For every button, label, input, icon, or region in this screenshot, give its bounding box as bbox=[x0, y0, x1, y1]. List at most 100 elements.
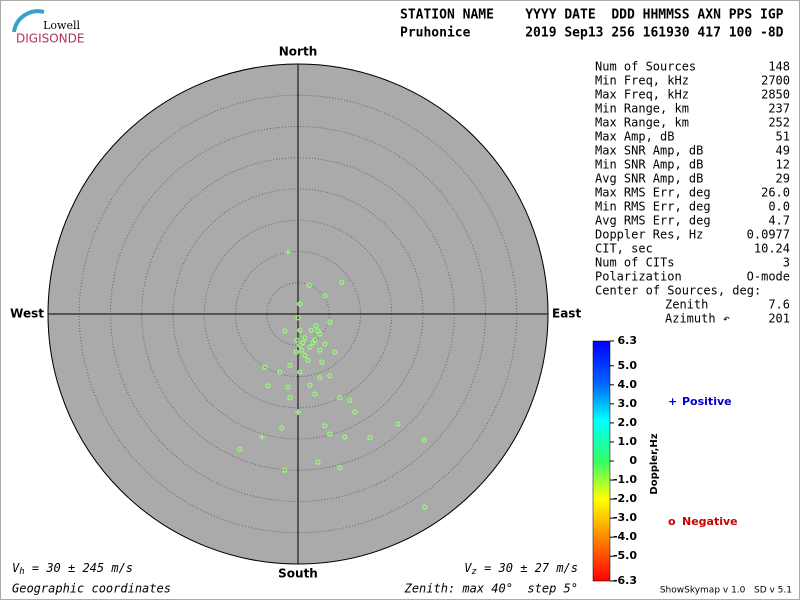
stat-label: Max Amp, dB bbox=[595, 130, 674, 144]
source-negative bbox=[327, 373, 333, 379]
source-negative bbox=[342, 434, 348, 440]
stat-label: Max SNR Amp, dB bbox=[595, 144, 703, 158]
direction-label: West bbox=[10, 307, 44, 321]
source-negative bbox=[305, 357, 311, 363]
colorbar-tick-label: -6.3 bbox=[613, 574, 637, 587]
colorbar-tick-label: 1.0 bbox=[618, 435, 638, 448]
source-negative bbox=[294, 337, 300, 343]
source-negative bbox=[315, 459, 321, 465]
colorbar-label: Doppler,Hz bbox=[649, 433, 660, 494]
source-negative bbox=[422, 504, 428, 510]
stat-label: CIT, sec bbox=[595, 242, 653, 256]
stat-label: Zenith bbox=[665, 298, 708, 312]
colorbar-tick-label: -5.0 bbox=[613, 549, 637, 562]
source-negative bbox=[277, 369, 283, 375]
source-negative bbox=[315, 328, 321, 334]
source-negative bbox=[313, 323, 319, 329]
source-negative bbox=[302, 335, 308, 341]
colorbar-tick-label: 3.0 bbox=[618, 397, 638, 410]
stat-label: Max Freq, kHz bbox=[595, 88, 689, 102]
source-negative bbox=[297, 369, 303, 375]
logo-bottom: DIGISONDE bbox=[16, 32, 84, 46]
source-negative bbox=[337, 465, 343, 471]
colorbar-tick-label: 5.0 bbox=[618, 359, 638, 372]
stat-value: 0.0 bbox=[768, 200, 790, 214]
source-negative bbox=[395, 421, 401, 427]
stat-label: Doppler Res, Hz bbox=[595, 228, 703, 242]
vz-text: Vz = 30 ± 27 m/s bbox=[464, 561, 578, 577]
legend-name: Negative bbox=[682, 515, 738, 528]
stat-value: O-mode bbox=[747, 270, 790, 284]
stat-value: 7.6 bbox=[768, 298, 790, 312]
source-negative bbox=[317, 347, 323, 353]
source-negative bbox=[319, 359, 325, 365]
legend-name: Positive bbox=[682, 395, 732, 408]
vh-text: Vh = 30 ± 245 m/s bbox=[12, 561, 133, 577]
source-negative bbox=[322, 423, 328, 429]
colorbar-tick-label: 2.0 bbox=[618, 416, 638, 429]
colorbar-tick-label: 0 bbox=[629, 454, 637, 467]
vz-rest: = 30 ± 27 m/s bbox=[477, 561, 578, 575]
source-negative bbox=[317, 375, 323, 381]
source-negative bbox=[308, 327, 314, 333]
source-negative bbox=[307, 344, 313, 350]
stat-value: 3 bbox=[783, 256, 790, 270]
source-negative bbox=[339, 279, 345, 285]
stat-value: 10.24 bbox=[754, 242, 790, 256]
logo-top: Lowell bbox=[43, 19, 80, 32]
stat-value: 51 bbox=[776, 130, 790, 144]
vh-sub: h bbox=[19, 567, 24, 577]
direction-label: South bbox=[278, 567, 318, 581]
stat-label: Max Range, km bbox=[595, 116, 689, 130]
source-negative bbox=[297, 301, 303, 307]
source-negative bbox=[312, 391, 318, 397]
colorbar-tick-label: -4.0 bbox=[613, 530, 637, 543]
source-negative bbox=[293, 349, 299, 355]
source-negative bbox=[332, 349, 338, 355]
source-negative bbox=[285, 384, 291, 390]
source-negative bbox=[297, 342, 303, 348]
vz-main: V bbox=[464, 561, 472, 575]
stat-label: Azimuth ↶ bbox=[665, 312, 730, 326]
header-line: Pruhonice 2019 Sep13 256 161930 417 100 … bbox=[400, 26, 784, 41]
source-negative bbox=[262, 364, 268, 370]
source-negative bbox=[306, 282, 312, 288]
source-positive bbox=[258, 434, 265, 441]
stat-label: Center of Sources, deg: bbox=[595, 284, 761, 298]
vz-sub: z bbox=[471, 567, 476, 577]
source-negative bbox=[297, 327, 303, 333]
zenith-text: Zenith: max 40° step 5° bbox=[404, 582, 578, 596]
source-negative bbox=[347, 397, 353, 403]
stat-label: Avg SNR Amp, dB bbox=[595, 172, 703, 186]
stat-value: 26.0 bbox=[761, 186, 790, 200]
direction-label: East bbox=[552, 307, 581, 321]
stat-value: 0.0977 bbox=[747, 228, 790, 242]
stat-label: Num of Sources bbox=[595, 60, 696, 74]
source-negative bbox=[322, 341, 328, 347]
source-negative bbox=[282, 328, 288, 334]
source-positive bbox=[285, 249, 291, 256]
stat-value: 49 bbox=[776, 144, 790, 158]
source-negative bbox=[265, 383, 271, 389]
stat-value: 252 bbox=[768, 116, 790, 130]
stat-value: 4.7 bbox=[768, 214, 790, 228]
coords-text: Geographic coordinates bbox=[12, 582, 171, 596]
stat-label: Min SNR Amp, dB bbox=[595, 158, 703, 172]
source-negative bbox=[302, 352, 308, 358]
stat-label: Min RMS Err, deg bbox=[595, 200, 711, 214]
source-negative bbox=[421, 437, 427, 443]
stat-label: Polarization bbox=[595, 270, 682, 284]
colorbar-tick-label: 6.3 bbox=[618, 334, 638, 347]
source-negative bbox=[282, 467, 288, 473]
stat-label: Num of CITs bbox=[595, 256, 674, 270]
stat-value: 237 bbox=[768, 102, 790, 116]
source-negative bbox=[295, 315, 301, 321]
stat-value: 29 bbox=[776, 172, 790, 186]
source-negative bbox=[279, 425, 285, 431]
version-text: ShowSkymap v 1.0 SD v 5.1 bbox=[660, 586, 792, 596]
stat-value: 2850 bbox=[761, 88, 790, 102]
source-negative bbox=[287, 395, 293, 401]
vh-main: V bbox=[12, 561, 20, 575]
stat-label: Max RMS Err, deg bbox=[595, 186, 711, 200]
